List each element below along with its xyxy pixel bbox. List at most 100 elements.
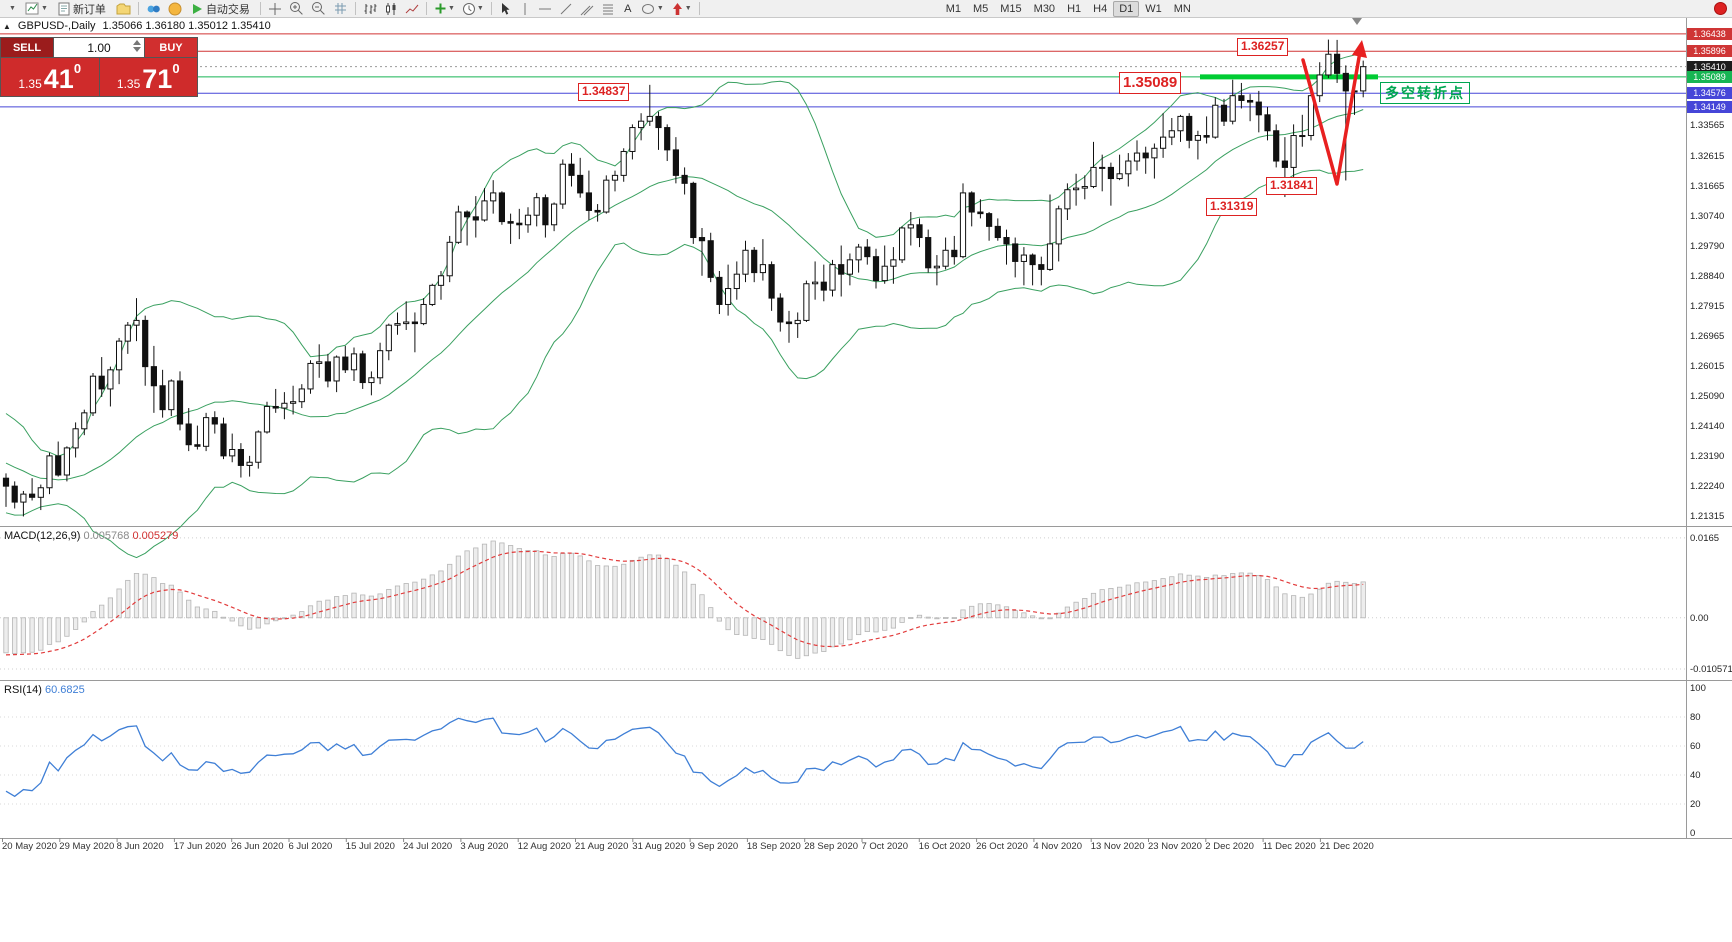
- macd-label: MACD(12,26,9): [4, 530, 81, 542]
- date-label: 11 Dec 2020: [1262, 841, 1316, 852]
- price-scale-tick: 1.23190: [1690, 451, 1725, 463]
- price-scale-tick: 1.33565: [1690, 120, 1725, 132]
- chart-ohlc-label: 1.35066 1.36180 1.35012 1.35410: [102, 20, 271, 32]
- price-scale-tick: 1.26015: [1690, 361, 1725, 373]
- new-chart-icon[interactable]: ▼: [22, 1, 51, 17]
- buy-button[interactable]: BUY: [145, 38, 197, 57]
- zoom-out-icon[interactable]: [308, 1, 329, 17]
- date-label: 23 Nov 2020: [1148, 841, 1202, 852]
- rsi-value: 60.6825: [44, 684, 85, 696]
- text-tool-icon[interactable]: A: [624, 2, 632, 15]
- timeframe-button-mn[interactable]: MN: [1173, 2, 1191, 15]
- date-label: 8 Jun 2020: [116, 841, 164, 852]
- date-label: 6 Jul 2020: [288, 841, 333, 852]
- volume-spinner[interactable]: [133, 40, 141, 52]
- timeframe-button-h4[interactable]: H4: [1093, 2, 1108, 15]
- bar-chart-mode-icon[interactable]: [360, 1, 380, 17]
- window-menu-icon[interactable]: ▼: [9, 5, 16, 12]
- timeframe-button-m30[interactable]: M30: [1033, 2, 1056, 15]
- volume-up-icon[interactable]: [133, 40, 141, 45]
- market-icon[interactable]: [165, 1, 185, 17]
- date-label: 29 May 2020: [59, 841, 115, 852]
- date-label: 17 Jun 2020: [173, 841, 227, 852]
- cursor-tool-icon[interactable]: [496, 1, 515, 17]
- price-scale-tick: 1.29790: [1690, 240, 1725, 252]
- toolbar-separator: [425, 2, 427, 15]
- community-icon[interactable]: [143, 1, 164, 17]
- grid-icon[interactable]: [330, 1, 351, 17]
- candlestick-mode-icon[interactable]: [381, 1, 401, 17]
- main-toolbar: ▼ ▼ 新订单 自动交易: [0, 0, 1732, 18]
- timeframe-button-w1[interactable]: W1: [1145, 2, 1162, 15]
- date-label: 21 Dec 2020: [1319, 841, 1374, 852]
- vertical-line-tool-icon[interactable]: [516, 1, 534, 17]
- timeframe-button-d1[interactable]: D1: [1113, 0, 1140, 17]
- price-badge: 1.34149: [1687, 100, 1732, 113]
- mql5-icon[interactable]: [1714, 2, 1727, 15]
- channel-tool-icon[interactable]: [577, 1, 597, 17]
- price-annotation[interactable]: 1.31319: [1206, 198, 1258, 216]
- date-label: 3 Aug 2020: [460, 841, 509, 852]
- volume-input[interactable]: 1.00: [54, 38, 144, 57]
- date-label: 26 Oct 2020: [976, 841, 1028, 852]
- line-chart-mode-icon[interactable]: [402, 1, 422, 17]
- price-scale-tick: 1.26965: [1690, 330, 1725, 342]
- date-label: 16 Oct 2020: [918, 841, 971, 852]
- horizontal-line-tool-icon[interactable]: [535, 1, 555, 17]
- price-annotation[interactable]: 1.31841: [1266, 177, 1318, 195]
- timeframe-toolbar: M1 M5 M15 M30 H1 H4 D1 W1 MN: [940, 0, 1197, 17]
- date-label: 2 Dec 2020: [1205, 841, 1254, 852]
- price-badge: 1.34576: [1687, 87, 1732, 100]
- buy-price-big: 71: [142, 64, 173, 94]
- price-scale-tick: 1.31665: [1690, 181, 1725, 193]
- order-doc-icon: [58, 2, 70, 15]
- price-badge: 1.35896: [1687, 45, 1732, 58]
- sell-price-tile[interactable]: 1.35 41 0: [1, 58, 99, 96]
- date-label: 12 Aug 2020: [517, 841, 572, 852]
- macd-scale-label: 0.00: [1690, 612, 1709, 624]
- price-scale-tick: 1.21315: [1690, 510, 1725, 522]
- periods-clock-icon[interactable]: ▼: [459, 1, 487, 17]
- timeframe-button-m5[interactable]: M5: [972, 2, 989, 15]
- rsi-scale-label: 40: [1690, 770, 1701, 781]
- date-label: 9 Sep 2020: [689, 841, 739, 852]
- zoom-in-icon[interactable]: [286, 1, 307, 17]
- rsi-scale-label: 80: [1690, 712, 1701, 723]
- volume-down-icon[interactable]: [133, 47, 141, 52]
- autotrade-button[interactable]: 自动交易: [186, 1, 256, 17]
- crosshair-icon[interactable]: [265, 1, 285, 17]
- shapes-tool-icon[interactable]: ▼: [638, 1, 667, 17]
- new-order-button[interactable]: 新订单: [52, 1, 112, 17]
- chart-profiles-icon[interactable]: [113, 1, 134, 17]
- buy-price-tile[interactable]: 1.35 71 0: [99, 58, 197, 96]
- date-label: 21 Aug 2020: [575, 841, 629, 852]
- arrow-tool-icon[interactable]: ▼: [668, 1, 695, 17]
- chart-header: ▲ GBPUSD-,Daily 1.35066 1.36180 1.35012 …: [3, 20, 271, 32]
- date-label: 24 Jul 2020: [403, 841, 453, 852]
- timeframe-button-h1[interactable]: H1: [1067, 2, 1082, 15]
- fibonacci-tool-icon[interactable]: [598, 1, 618, 17]
- sell-button[interactable]: SELL: [1, 38, 53, 57]
- sell-price-big: 41: [43, 64, 74, 94]
- volume-value: 1.00: [87, 40, 111, 55]
- sell-price-sup: 0: [73, 61, 82, 76]
- date-label: 4 Nov 2020: [1033, 841, 1082, 852]
- price-scale-tick: 1.24140: [1690, 420, 1725, 432]
- timeframe-button-m1[interactable]: M1: [945, 2, 961, 15]
- rsi-scale-label: 20: [1690, 799, 1701, 810]
- rsi-scale-label: 60: [1690, 741, 1701, 752]
- trendline-tool-icon[interactable]: [556, 1, 576, 17]
- timeframe-button-m15[interactable]: M15: [1000, 2, 1022, 15]
- turning-point-annotation[interactable]: 多空转折点: [1380, 82, 1470, 104]
- indicators-icon[interactable]: ▼: [431, 1, 458, 17]
- toolbar-separator: [490, 2, 492, 15]
- collapse-pane-icon[interactable]: ▲: [3, 21, 11, 31]
- price-annotation[interactable]: 1.34837: [578, 83, 630, 101]
- price-annotation[interactable]: 1.36257: [1237, 38, 1289, 56]
- date-label: 26 Jun 2020: [231, 841, 284, 852]
- price-annotation[interactable]: 1.35089: [1119, 72, 1182, 94]
- date-label: 20 May 2020: [2, 841, 57, 852]
- price-scale-tick: 1.30740: [1690, 210, 1725, 222]
